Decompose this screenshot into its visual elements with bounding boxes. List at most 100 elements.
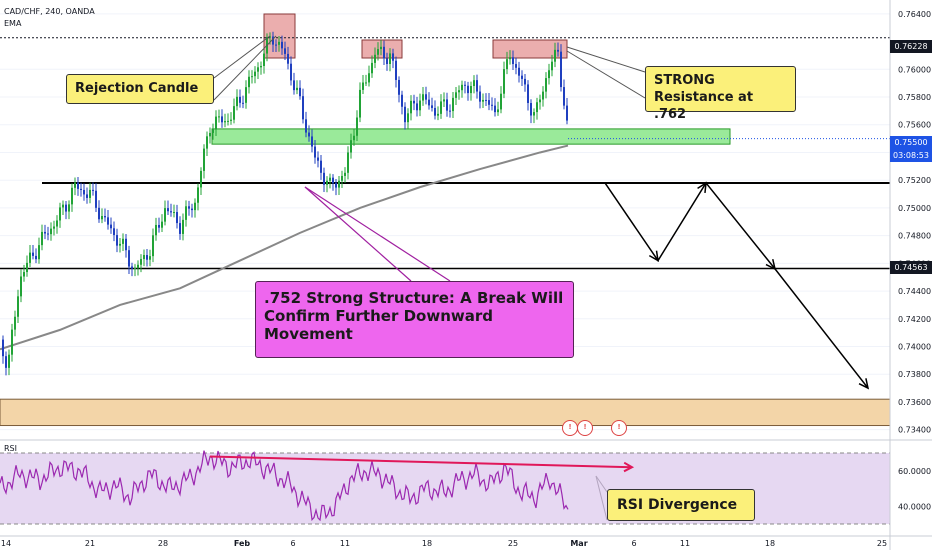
structure-callout: .752 Strong Structure: A Break Will Conf… [255,281,574,358]
candle-body [29,252,31,263]
candle-body [377,49,379,55]
candle-body [509,57,511,60]
candle-body [473,80,475,87]
rsi-divergence-text: RSI Divergence [617,497,738,513]
candle-body [77,182,79,189]
candle-body [446,99,448,111]
candle-body [275,44,277,46]
candle-body [53,226,55,229]
candle-body [146,255,148,260]
candle-body [311,136,313,147]
candle-body [533,112,535,116]
candle-body [191,208,193,211]
candle-body [551,61,553,71]
candle-body [425,94,427,100]
candle-body [137,264,139,268]
price-axis-label: 0.75600 [898,121,931,130]
candle-body [524,78,526,85]
candle-body [68,204,70,212]
candle-body [389,53,391,64]
candle-body [269,36,271,38]
candle-body [494,105,496,113]
candle-body [527,84,529,104]
candle-body [212,129,214,133]
candle-body [422,94,424,101]
candle-body [281,41,283,49]
candle-body [278,41,280,45]
rsi-divergence-line [209,455,633,469]
candle-body [305,119,307,133]
candle-body [398,79,400,95]
candle-body [515,64,517,68]
candle-body [209,132,211,137]
projection-arrowhead [765,258,777,271]
candle-body [317,157,319,161]
candle-body [476,80,478,92]
candle-body [560,51,562,88]
candle-body [488,100,490,105]
candle-body [119,243,121,246]
candle-body [437,113,439,116]
event-flag-icon[interactable]: ! [611,420,627,436]
candle-body [197,187,199,203]
candle-body [353,135,355,141]
candle-body [491,104,493,106]
candle-body [116,235,118,246]
rsi-axis-label: 40.0000 [898,502,931,511]
structure-callout-text: .752 Strong Structure: A Break Will Conf… [264,289,564,343]
candle-body [254,71,256,77]
candle-body [272,36,274,45]
candle-body [182,219,184,234]
candle-body [14,316,16,330]
candle-body [230,119,232,121]
candle-body [557,49,559,52]
candle-body [101,216,103,220]
candle-body [566,105,568,121]
time-axis-label: 25 [508,539,518,548]
candle-body [344,172,346,176]
time-axis-label: 6 [631,539,636,548]
candle-body [326,180,328,185]
candle-body [110,224,112,229]
candle-body [2,339,4,357]
candle-body [35,255,37,260]
event-flag-icon[interactable]: ! [562,420,578,436]
candle-body [83,189,85,195]
candle-body [215,116,217,130]
bottom-zone [0,398,891,427]
price-axis-label: 0.74800 [898,232,931,241]
candle-body [206,136,208,149]
rejection-pointer [213,35,271,79]
candle-body [170,211,172,213]
candle-body [125,238,127,251]
candle-body [416,103,418,111]
current-price-tag: 0.75500 [890,136,932,149]
candle-body [167,208,169,212]
candle-body [461,84,463,91]
price-axis-label: 0.73400 [898,426,931,435]
candle-body [155,224,157,236]
candle-body [350,140,352,153]
structure-pointer [304,186,451,282]
event-flag-icon[interactable]: ! [577,420,593,436]
candle-body [104,216,106,218]
time-axis-label: 25 [877,539,887,548]
time-axis-label: 11 [340,539,350,548]
candle-body [392,53,394,61]
candle-body [443,99,445,102]
candle-body [440,101,442,114]
candle-body [122,238,124,244]
candle-body [341,175,343,181]
candle-body [71,187,73,205]
candle-body [176,212,178,224]
time-axis-label: Mar [570,539,587,548]
candle-body [59,207,61,221]
candle-body [185,206,187,220]
candle-body [410,100,412,114]
resistance-price-tag: 0.76228 [890,40,932,53]
candle-body [287,53,289,64]
candle-body [227,120,229,122]
support-zone [211,128,731,145]
candle-body [329,177,331,181]
